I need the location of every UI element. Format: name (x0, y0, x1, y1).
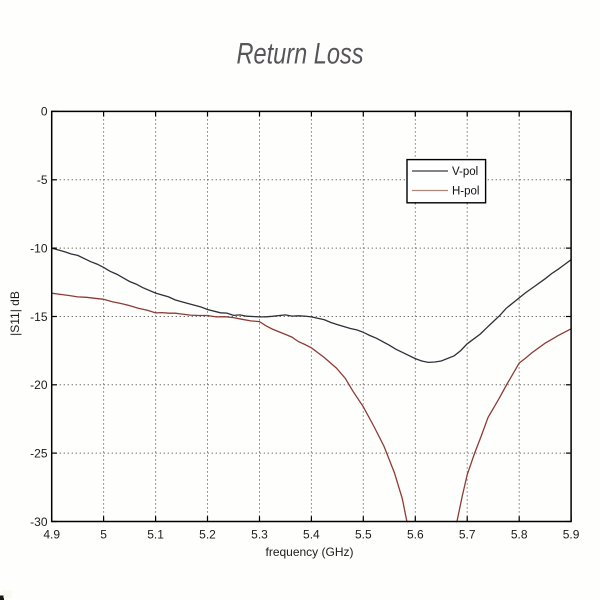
svg-text:-25: -25 (30, 446, 48, 460)
svg-text:-5: -5 (37, 173, 48, 187)
svg-text:5: 5 (100, 528, 107, 542)
svg-text:5.6: 5.6 (407, 528, 424, 542)
svg-text:5.1: 5.1 (147, 528, 164, 542)
svg-text:5.2: 5.2 (199, 528, 216, 542)
svg-text:5.5: 5.5 (355, 528, 372, 542)
svg-text:V-pol: V-pol (452, 166, 478, 178)
svg-text:5.7: 5.7 (459, 528, 476, 542)
svg-text:Return Loss: Return Loss (237, 37, 364, 70)
svg-text:-20: -20 (30, 378, 48, 392)
svg-text:5.9: 5.9 (563, 528, 580, 542)
svg-text:5.3: 5.3 (251, 528, 268, 542)
svg-text:frequency (GHz): frequency (GHz) (265, 545, 353, 559)
svg-text:5.8: 5.8 (511, 528, 528, 542)
svg-text:-10: -10 (30, 241, 48, 255)
svg-text:4.9: 4.9 (43, 528, 60, 542)
svg-text:-30: -30 (30, 515, 48, 529)
svg-text:0: 0 (41, 105, 48, 119)
svg-text:5.4: 5.4 (303, 528, 320, 542)
svg-text:H-pol: H-pol (452, 186, 479, 198)
svg-text:|S11| dB: |S11| dB (8, 291, 22, 336)
svg-text:-15: -15 (30, 310, 48, 324)
